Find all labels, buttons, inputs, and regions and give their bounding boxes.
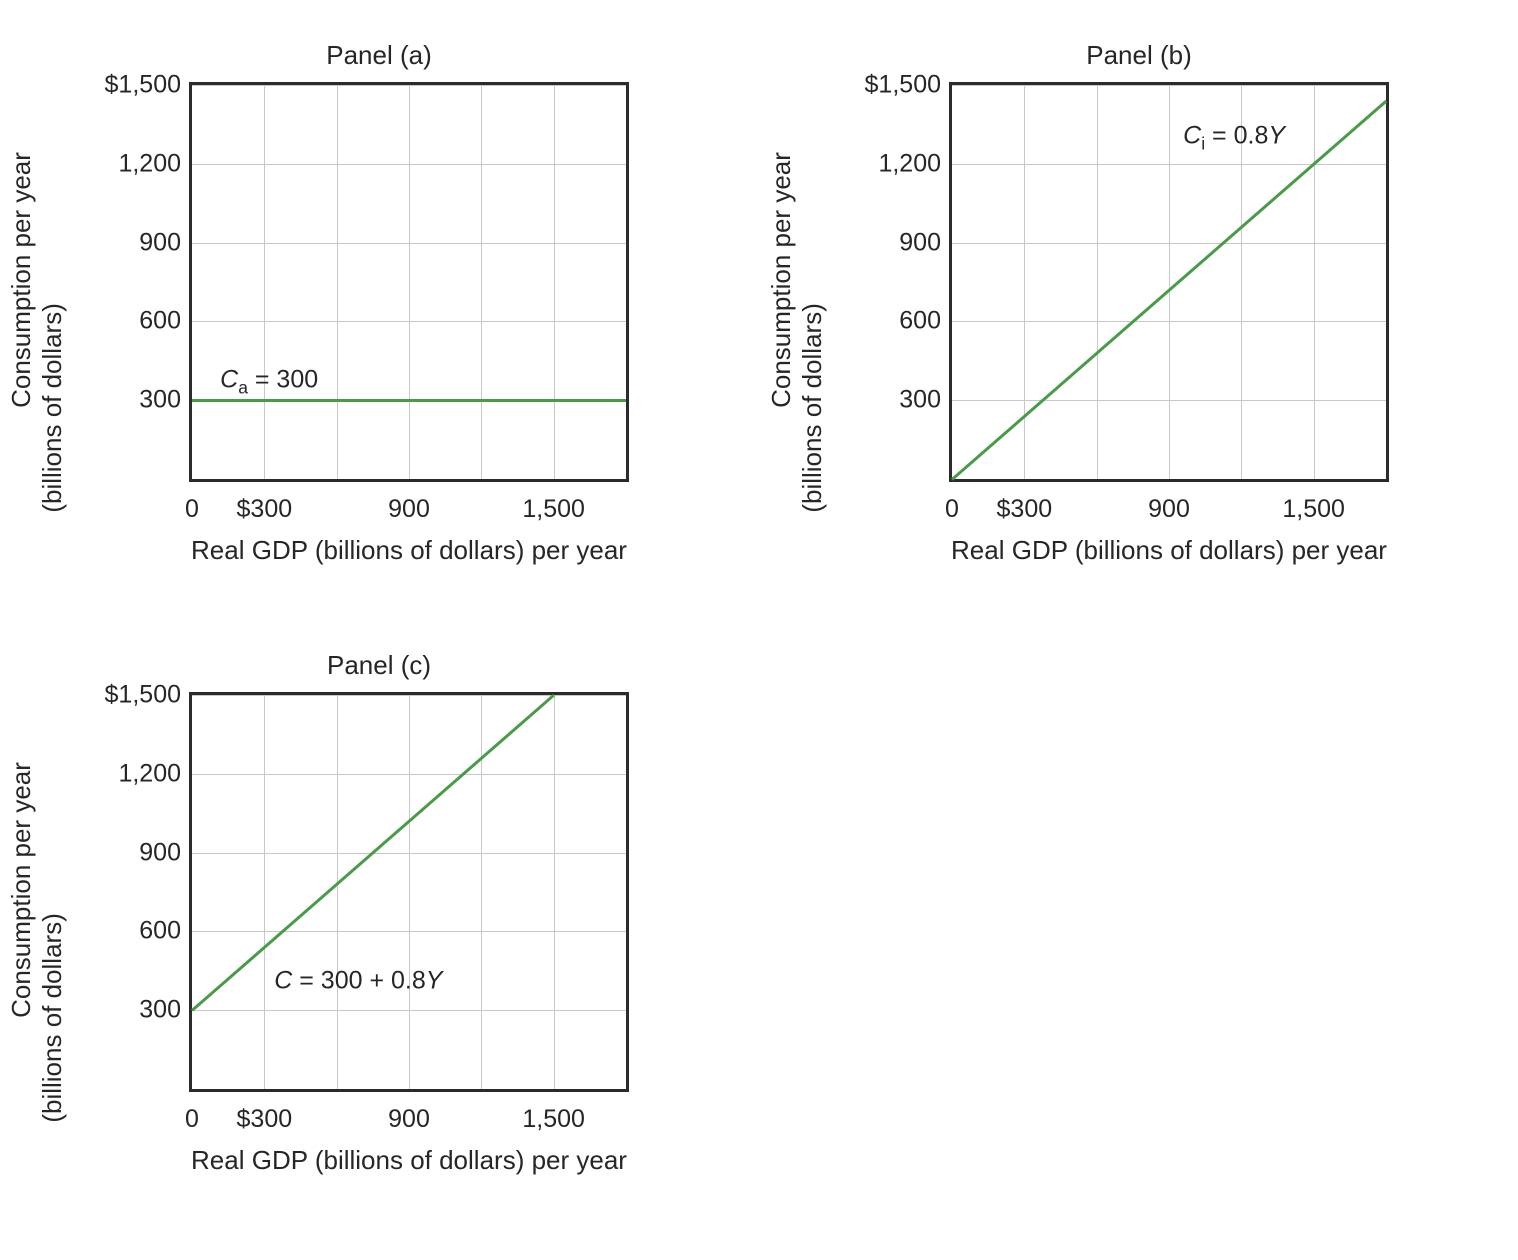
panel-title: Panel (c) xyxy=(327,650,431,681)
x-tick-label: 900 xyxy=(388,1105,430,1134)
gridline-horizontal xyxy=(952,400,1386,401)
gridline-vertical xyxy=(481,85,482,479)
gridline-horizontal xyxy=(192,85,626,86)
plot-area: Ci = 0.8Y xyxy=(949,82,1389,482)
x-tick-label: 0 xyxy=(185,1105,199,1134)
x-axis-title: Real GDP (billions of dollars) per year xyxy=(949,535,1389,566)
panel-a: Panel (a) Ca = 300 300 600 900 1,200 $1,500 0 $3… xyxy=(19,40,739,610)
gridline-vertical xyxy=(337,695,338,1089)
gridline-horizontal xyxy=(192,164,626,165)
equation-label: C = 300 + 0.8Y xyxy=(274,967,442,996)
gridline-horizontal xyxy=(192,853,626,854)
gridline-horizontal xyxy=(192,931,626,932)
plot-area: Ca = 300 xyxy=(189,82,629,482)
gridline-vertical xyxy=(554,695,555,1089)
gridline-horizontal xyxy=(952,321,1386,322)
data-line xyxy=(192,399,626,402)
x-tick-label: 1,500 xyxy=(522,495,585,524)
panel-title: Panel (b) xyxy=(1086,40,1192,71)
x-tick-label: 900 xyxy=(388,495,430,524)
gridline-vertical xyxy=(337,85,338,479)
gridline-vertical xyxy=(409,695,410,1089)
x-tick-label: $300 xyxy=(997,495,1053,524)
x-tick-label: 0 xyxy=(185,495,199,524)
x-tick-label: 900 xyxy=(1148,495,1190,524)
y-tick-label: 1,200 xyxy=(61,149,181,178)
gridline-horizontal xyxy=(192,321,626,322)
gridline-vertical xyxy=(1024,85,1025,479)
x-axis-title: Real GDP (billions of dollars) per year xyxy=(189,535,629,566)
gridline-horizontal xyxy=(192,1010,626,1011)
x-tick-label: 0 xyxy=(945,495,959,524)
x-axis-title: Real GDP (billions of dollars) per year xyxy=(189,1145,629,1176)
y-tick-label: 900 xyxy=(61,838,181,867)
equation-label: Ca = 300 xyxy=(220,365,318,398)
plot-area: C = 300 + 0.8Y xyxy=(189,692,629,1092)
gridline-vertical xyxy=(1314,85,1315,479)
gridline-vertical xyxy=(554,85,555,479)
y-tick-label: 900 xyxy=(821,228,941,257)
y-tick-label: $1,500 xyxy=(61,71,181,100)
gridline-vertical xyxy=(264,695,265,1089)
panel-b: Panel (b) Ci = 0.8Y 300 600 900 1,200 $1,500 0 $… xyxy=(779,40,1499,610)
y-tick-label: 600 xyxy=(821,307,941,336)
y-tick-label: $1,500 xyxy=(61,681,181,710)
panel-c: Panel (c) C = 300 + 0.8Y 300 600 900 1,200 $1,… xyxy=(19,650,739,1220)
gridline-vertical xyxy=(409,85,410,479)
y-tick-label: 1,200 xyxy=(61,759,181,788)
y-tick-label: 600 xyxy=(61,917,181,946)
panel-title: Panel (a) xyxy=(326,40,432,71)
gridline-vertical xyxy=(1169,85,1170,479)
x-tick-label: 1,500 xyxy=(1282,495,1345,524)
y-tick-label: 300 xyxy=(61,996,181,1025)
gridline-horizontal xyxy=(192,695,626,696)
gridline-horizontal xyxy=(952,243,1386,244)
gridline-vertical xyxy=(264,85,265,479)
y-tick-label: 300 xyxy=(821,386,941,415)
gridline-horizontal xyxy=(192,243,626,244)
x-tick-label: $300 xyxy=(237,495,293,524)
y-tick-label: 600 xyxy=(61,307,181,336)
equation-label: Ci = 0.8Y xyxy=(1183,121,1285,154)
y-tick-label: 1,200 xyxy=(821,149,941,178)
x-tick-label: $300 xyxy=(237,1105,293,1134)
gridline-horizontal xyxy=(192,774,626,775)
y-tick-label: 900 xyxy=(61,228,181,257)
y-tick-label: 300 xyxy=(61,386,181,415)
gridline-horizontal xyxy=(952,164,1386,165)
y-tick-label: $1,500 xyxy=(821,71,941,100)
gridline-horizontal xyxy=(952,85,1386,86)
x-tick-label: 1,500 xyxy=(522,1105,585,1134)
gridline-vertical xyxy=(1097,85,1098,479)
